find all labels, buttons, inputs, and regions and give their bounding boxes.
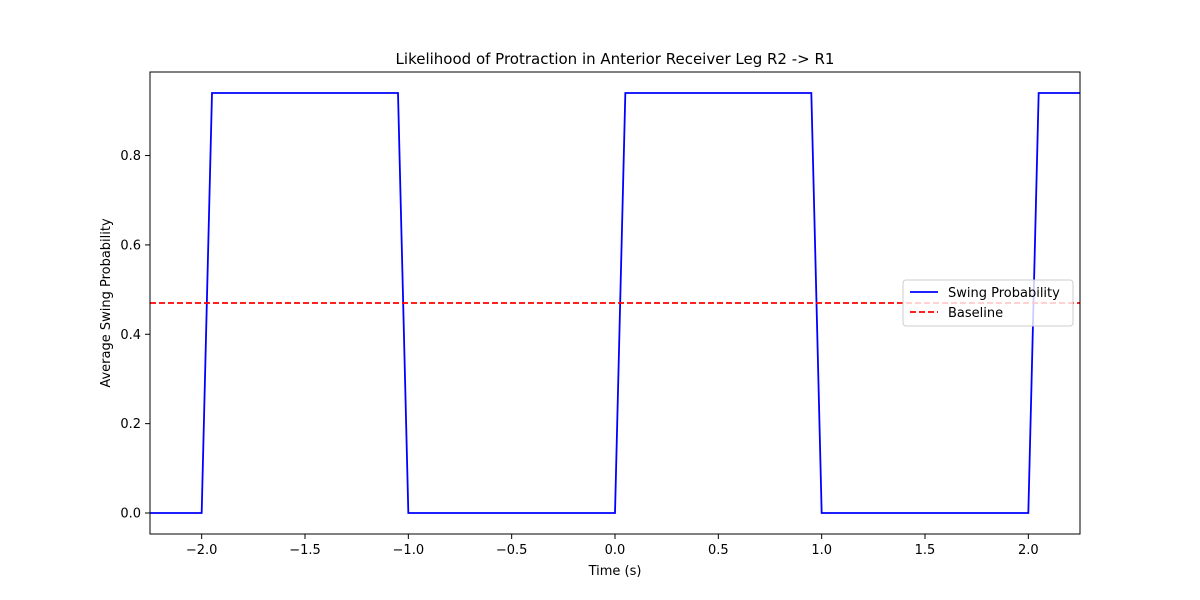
x-ticks: −2.0 −1.5 −1.0 −0.5 0.0 0.5 1.0 1.5 2.0: [186, 534, 1039, 558]
chart-title: Likelihood of Protraction in Anterior Re…: [396, 50, 835, 68]
x-tick-label: 2.0: [1018, 543, 1039, 558]
x-tick-label: 1.5: [915, 543, 936, 558]
y-tick-label: 0.0: [120, 507, 141, 522]
plot-frame: [149, 71, 1081, 535]
legend-label-baseline: Baseline: [948, 306, 1003, 321]
legend-label-swing-probability: Swing Probability: [948, 286, 1060, 301]
x-axis-label: Time (s): [588, 564, 642, 579]
x-tick-label: −2.0: [186, 543, 218, 558]
legend-box: [902, 279, 1074, 327]
y-ticks: 0.0 0.2 0.4 0.6 0.8: [120, 149, 150, 522]
y-tick-label: 0.4: [120, 328, 141, 343]
x-tick-label: −1.5: [289, 543, 321, 558]
y-tick-label: 0.8: [120, 149, 141, 164]
legend: Swing Probability Baseline: [902, 279, 1074, 327]
x-tick-label: 0.0: [605, 543, 626, 558]
y-tick-label: 0.2: [120, 417, 141, 432]
y-axis-label: Average Swing Probability: [99, 218, 114, 388]
x-tick-label: 0.5: [708, 543, 729, 558]
y-tick-label: 0.6: [120, 238, 141, 253]
x-tick-label: 1.0: [811, 543, 832, 558]
x-tick-label: −1.0: [393, 543, 425, 558]
x-tick-label: −0.5: [496, 543, 528, 558]
